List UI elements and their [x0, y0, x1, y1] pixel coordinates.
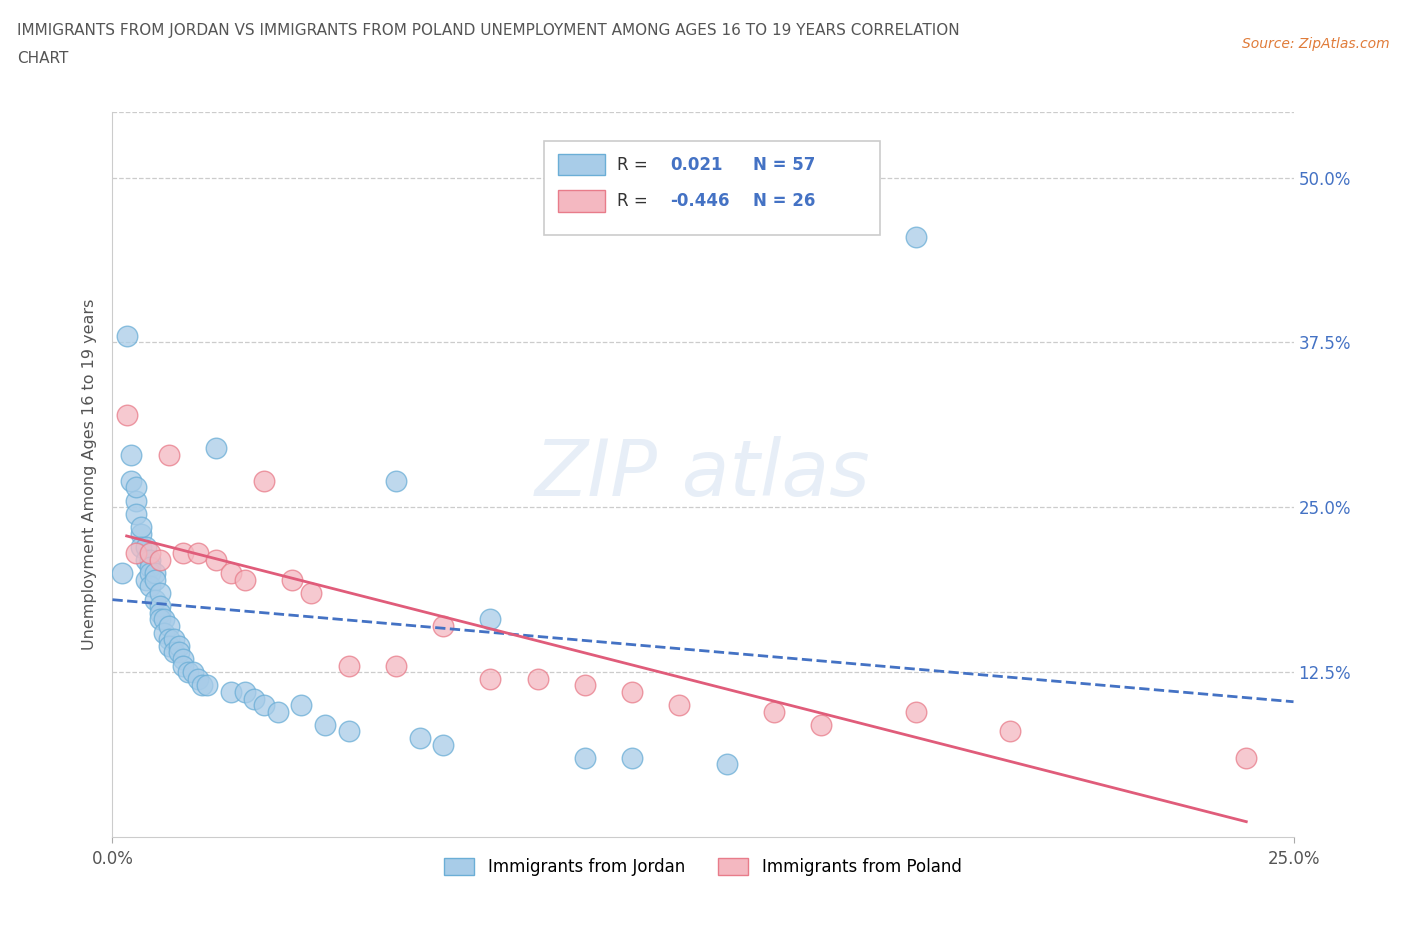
Point [181, 665, 204, 680]
Point [120, 473, 142, 488]
Point [125, 493, 148, 508]
Point [125, 507, 148, 522]
Point [139, 579, 162, 594]
Point [163, 644, 186, 659]
Point [574, 751, 596, 765]
Point [186, 546, 208, 561]
Point [149, 599, 172, 614]
Point [574, 678, 596, 693]
Y-axis label: Unemployment Among Ages 16 to 19 years: Unemployment Among Ages 16 to 19 years [82, 299, 97, 650]
Point [135, 539, 157, 554]
Point [668, 698, 690, 712]
Point [177, 665, 200, 680]
FancyBboxPatch shape [558, 190, 605, 212]
Point [149, 605, 172, 620]
Point [432, 737, 454, 752]
FancyBboxPatch shape [544, 140, 880, 235]
Point [621, 751, 644, 765]
Point [219, 565, 242, 580]
FancyBboxPatch shape [558, 153, 605, 176]
Point [385, 658, 408, 673]
Point [290, 698, 312, 712]
Point [526, 671, 548, 686]
Text: CHART: CHART [17, 51, 69, 66]
Point [120, 447, 142, 462]
Point [129, 526, 152, 541]
Point [385, 473, 408, 488]
Point [143, 592, 166, 607]
Point [153, 612, 176, 627]
Text: N = 57: N = 57 [752, 155, 815, 174]
Point [233, 684, 256, 699]
Point [479, 612, 502, 627]
Point [135, 552, 157, 567]
Point [904, 230, 927, 245]
Point [115, 328, 138, 343]
Text: ZIP atlas: ZIP atlas [536, 436, 870, 512]
Point [408, 731, 430, 746]
Text: N = 26: N = 26 [752, 192, 815, 210]
Text: Source: ZipAtlas.com: Source: ZipAtlas.com [1241, 37, 1389, 51]
Point [267, 704, 290, 719]
Point [111, 565, 134, 580]
Point [998, 724, 1021, 739]
Point [153, 625, 176, 640]
Point [314, 717, 336, 732]
Point [253, 698, 276, 712]
Text: 0.021: 0.021 [669, 155, 723, 174]
Point [219, 684, 242, 699]
Point [139, 552, 162, 567]
Point [129, 520, 152, 535]
Point [432, 618, 454, 633]
Point [479, 671, 502, 686]
Text: R =: R = [617, 192, 648, 210]
Text: -0.446: -0.446 [669, 192, 730, 210]
Point [621, 684, 644, 699]
Point [157, 447, 180, 462]
Point [157, 638, 180, 653]
Point [762, 704, 785, 719]
Point [125, 480, 148, 495]
Text: R =: R = [617, 155, 648, 174]
Point [163, 631, 186, 646]
Point [1234, 751, 1257, 765]
Point [135, 572, 157, 587]
Point [139, 559, 162, 574]
Point [233, 572, 256, 587]
Point [205, 441, 228, 456]
Point [337, 658, 360, 673]
Point [125, 546, 148, 561]
Point [167, 638, 190, 653]
Point [143, 572, 166, 587]
Point [149, 586, 172, 601]
Point [299, 586, 322, 601]
Point [281, 572, 304, 587]
Point [172, 652, 194, 667]
Point [243, 691, 266, 706]
Point [205, 552, 228, 567]
Point [172, 546, 194, 561]
Point [186, 671, 208, 686]
Point [149, 612, 172, 627]
Legend: Immigrants from Jordan, Immigrants from Poland: Immigrants from Jordan, Immigrants from … [437, 852, 969, 883]
Point [337, 724, 360, 739]
Point [904, 704, 927, 719]
Point [139, 565, 162, 580]
Point [172, 658, 194, 673]
Point [191, 678, 214, 693]
Point [167, 644, 190, 659]
Point [129, 539, 152, 554]
Point [143, 565, 166, 580]
Point [253, 473, 276, 488]
Point [716, 757, 738, 772]
Point [157, 618, 180, 633]
Point [139, 546, 162, 561]
Text: IMMIGRANTS FROM JORDAN VS IMMIGRANTS FROM POLAND UNEMPLOYMENT AMONG AGES 16 TO 1: IMMIGRANTS FROM JORDAN VS IMMIGRANTS FRO… [17, 23, 959, 38]
Point [149, 552, 172, 567]
Point [157, 631, 180, 646]
Point [810, 717, 832, 732]
Point [115, 407, 138, 422]
Point [195, 678, 218, 693]
